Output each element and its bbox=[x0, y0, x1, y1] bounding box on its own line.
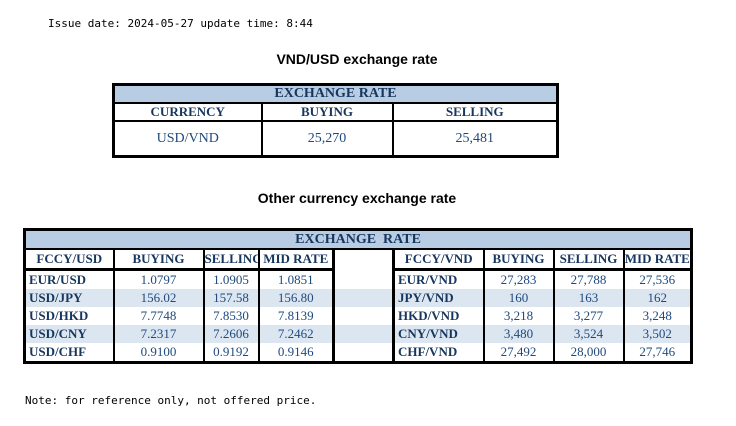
exchange-rate-caption: EXCHANGE RATE bbox=[112, 83, 559, 104]
table-row: USD/VND 25,270 25,481 bbox=[112, 120, 559, 158]
buying-rate-cell: 7.7748 bbox=[112, 307, 205, 325]
mid-rate-cell: 156.80 bbox=[257, 289, 335, 307]
column-header-buying: BUYING bbox=[112, 248, 205, 271]
selling-rate-cell: 163 bbox=[552, 289, 625, 307]
currency-pair-cell: JPY/VND bbox=[392, 289, 485, 307]
table-row: USD/CHF 0.9100 0.9192 0.9146 CHF/VND 27,… bbox=[23, 343, 693, 363]
buying-rate-cell: 25,270 bbox=[260, 120, 394, 158]
buying-rate-cell: 1.0797 bbox=[112, 269, 205, 289]
selling-rate-cell: 1.0905 bbox=[202, 269, 260, 289]
currency-pair-cell: CNY/VND bbox=[392, 325, 485, 343]
buying-rate-cell: 27,283 bbox=[482, 269, 555, 289]
spacer-column bbox=[332, 249, 395, 270]
spacer-column bbox=[332, 343, 395, 363]
table-row: EUR/USD 1.0797 1.0905 1.0851 EUR/VND 27,… bbox=[23, 269, 693, 289]
mid-rate-cell: 27,536 bbox=[622, 269, 693, 289]
mid-rate-cell: 3,248 bbox=[622, 307, 693, 325]
currency-pair-cell: USD/CNY bbox=[23, 325, 115, 343]
column-header-selling: SELLING bbox=[391, 102, 559, 122]
column-header-mid-rate: MID RATE bbox=[257, 248, 335, 271]
selling-rate-cell: 3,524 bbox=[552, 325, 625, 343]
mid-rate-cell: 7.2462 bbox=[257, 325, 335, 343]
mid-rate-cell: 162 bbox=[622, 289, 693, 307]
table-row: USD/CNY 7.2317 7.2606 7.2462 CNY/VND 3,4… bbox=[23, 325, 693, 343]
currency-pair-cell: USD/VND bbox=[112, 120, 263, 158]
selling-rate-cell: 7.2606 bbox=[202, 325, 260, 343]
selling-rate-cell: 25,481 bbox=[391, 120, 559, 158]
buying-rate-cell: 3,218 bbox=[482, 307, 555, 325]
currency-pair-cell: EUR/VND bbox=[392, 269, 485, 289]
column-header-selling: SELLING bbox=[552, 248, 625, 271]
currency-pair-cell: USD/HKD bbox=[23, 307, 115, 325]
spacer-column bbox=[332, 325, 395, 343]
selling-rate-cell: 7.8530 bbox=[202, 307, 260, 325]
note-line: Note: for reference only, not offered pr… bbox=[25, 394, 317, 407]
other-table-title: Other currency exchange rate bbox=[257, 190, 457, 206]
mid-rate-cell: 7.8139 bbox=[257, 307, 335, 325]
table-row: USD/JPY 156.02 157.58 156.80 JPY/VND 160… bbox=[23, 289, 693, 307]
column-header-fccy-usd: FCCY/USD bbox=[23, 248, 115, 271]
exchange-rate-caption: EXCHANGE RATE bbox=[24, 229, 692, 250]
spacer-column bbox=[332, 269, 395, 289]
column-header-buying: BUYING bbox=[482, 248, 555, 271]
buying-rate-cell: 0.9100 bbox=[112, 343, 205, 363]
column-header-currency: CURRENCY bbox=[112, 102, 263, 122]
currency-pair-cell: USD/CHF bbox=[23, 343, 115, 363]
currency-pair-cell: USD/JPY bbox=[23, 289, 115, 307]
selling-rate-cell: 0.9192 bbox=[202, 343, 260, 363]
buying-rate-cell: 7.2317 bbox=[112, 325, 205, 343]
currency-pair-cell: CHF/VND bbox=[392, 343, 485, 363]
usd-vnd-rate-table: EXCHANGE RATE CURRENCY BUYING SELLING US… bbox=[112, 83, 560, 158]
buying-rate-cell: 27,492 bbox=[482, 343, 555, 363]
mid-rate-cell: 1.0851 bbox=[257, 269, 335, 289]
buying-rate-cell: 156.02 bbox=[112, 289, 205, 307]
column-header-selling: SELLING bbox=[202, 248, 260, 271]
selling-rate-cell: 27,788 bbox=[552, 269, 625, 289]
usd-table-title: VND/USD exchange rate bbox=[276, 51, 438, 67]
mid-rate-cell: 3,502 bbox=[622, 325, 693, 343]
mid-rate-cell: 27,746 bbox=[622, 343, 693, 363]
currency-pair-cell: HKD/VND bbox=[392, 307, 485, 325]
spacer-column bbox=[332, 289, 395, 307]
spacer-column bbox=[332, 307, 395, 325]
table-row: USD/HKD 7.7748 7.8530 7.8139 HKD/VND 3,2… bbox=[23, 307, 693, 325]
issue-date-line: Issue date: 2024-05-27 update time: 8:44 bbox=[48, 17, 313, 30]
currency-pair-cell: EUR/USD bbox=[23, 269, 115, 289]
column-header-mid-rate: MID RATE bbox=[622, 248, 693, 271]
buying-rate-cell: 160 bbox=[482, 289, 555, 307]
other-currency-rate-table: EXCHANGE RATE FCCY/USD BUYING SELLING MI… bbox=[23, 228, 694, 364]
column-header-fccy-vnd: FCCY/VND bbox=[392, 248, 485, 271]
column-header-buying: BUYING bbox=[260, 102, 394, 122]
mid-rate-cell: 0.9146 bbox=[257, 343, 335, 363]
selling-rate-cell: 28,000 bbox=[552, 343, 625, 363]
buying-rate-cell: 3,480 bbox=[482, 325, 555, 343]
selling-rate-cell: 157.58 bbox=[202, 289, 260, 307]
selling-rate-cell: 3,277 bbox=[552, 307, 625, 325]
